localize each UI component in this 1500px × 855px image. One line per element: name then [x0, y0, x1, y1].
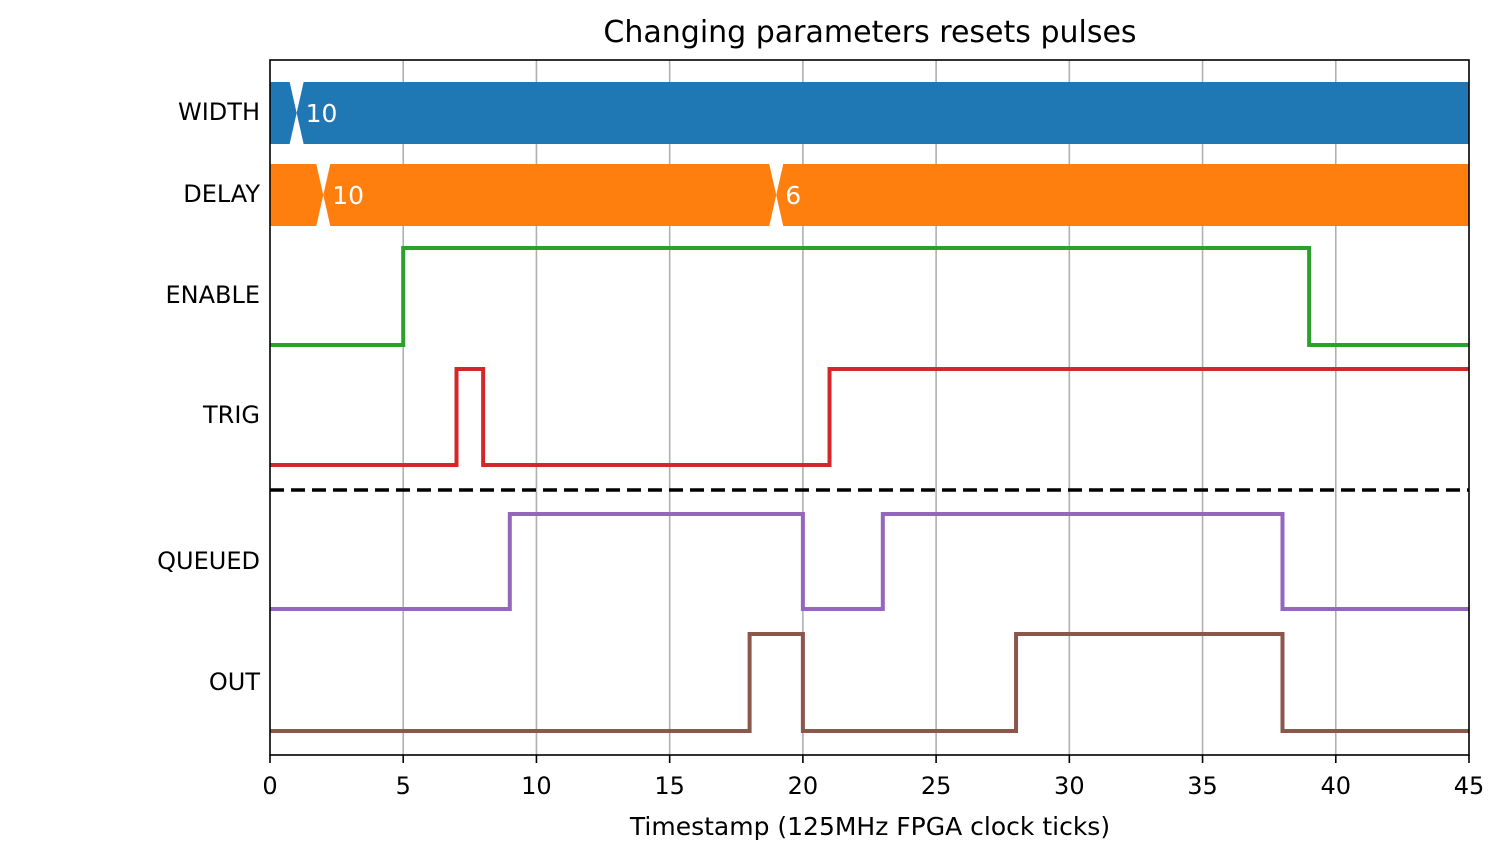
bus-delay: 10 6 — [270, 164, 1469, 226]
row-label-trig: TRIG — [202, 401, 260, 429]
bus-segment-delay-0 — [270, 164, 324, 226]
row-label-delay: DELAY — [183, 180, 260, 208]
x-tick-label-15: 15 — [654, 772, 685, 800]
x-tick-label-45: 45 — [1454, 772, 1485, 800]
bus-value-delay-0: 10 — [332, 181, 364, 210]
row-label-out: OUT — [209, 668, 260, 696]
row-label-width: WIDTH — [178, 98, 260, 126]
x-axis-label: Timestamp (125MHz FPGA clock ticks) — [629, 812, 1110, 841]
x-tick-label-30: 30 — [1054, 772, 1085, 800]
bus-segment-delay-2 — [776, 164, 1469, 226]
waveform-trig — [270, 367, 1469, 467]
row-labels: WIDTH DELAY ENABLE TRIG QUEUED OUT — [157, 98, 260, 696]
chart-title: Changing parameters resets pulses — [603, 15, 1136, 50]
x-tick-label-40: 40 — [1321, 772, 1352, 800]
x-tick-label-0: 0 — [262, 772, 277, 800]
bus-value-delay-1: 6 — [785, 181, 801, 210]
x-axis: 0 5 10 15 20 25 30 35 40 45 — [262, 755, 1484, 800]
bus-rows: 10 10 6 — [270, 82, 1470, 226]
x-tick-label-20: 20 — [788, 772, 819, 800]
bus-width: 10 — [270, 82, 1470, 144]
bus-segment-width-0 — [270, 82, 297, 144]
x-tick-label-10: 10 — [521, 772, 552, 800]
waveform-enable — [270, 246, 1469, 347]
waveform-queued — [270, 512, 1469, 611]
row-label-enable: ENABLE — [165, 281, 260, 309]
bus-segment-delay-1 — [323, 164, 777, 226]
waveform-out — [270, 632, 1469, 733]
row-label-queued: QUEUED — [157, 547, 260, 575]
x-tick-label-35: 35 — [1187, 772, 1218, 800]
x-tick-label-5: 5 — [396, 772, 411, 800]
waveform-rows — [270, 246, 1469, 733]
bus-segment-width-1 — [296, 82, 1470, 144]
plot-frame — [269, 59, 1470, 756]
x-tick-label-25: 25 — [921, 772, 952, 800]
bus-value-width-0: 10 — [306, 99, 338, 128]
